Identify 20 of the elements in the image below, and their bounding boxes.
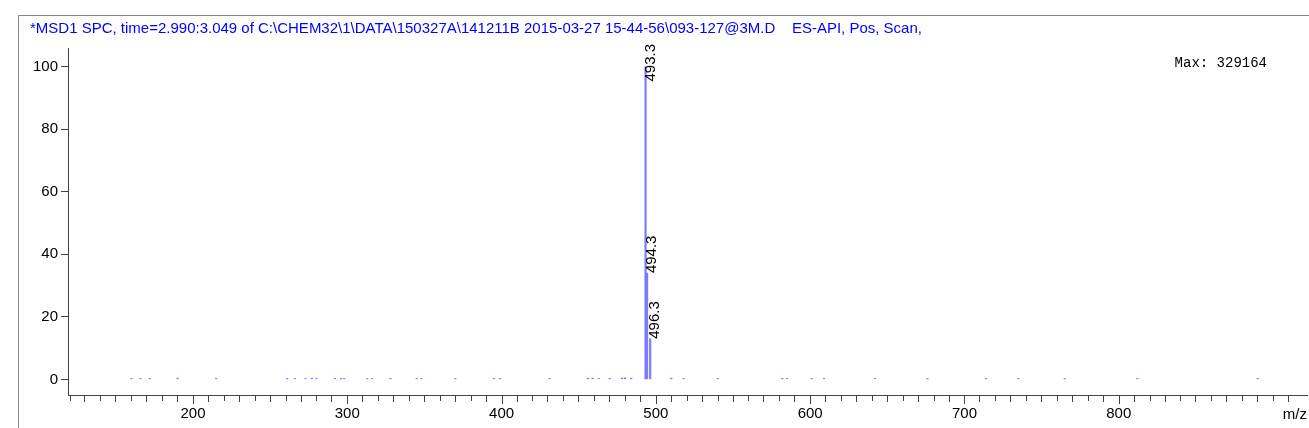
x-tick-label: 600 <box>797 404 823 422</box>
y-tick-label: 20 <box>41 306 59 324</box>
annotation: Max: 329164 <box>1174 54 1267 71</box>
x-tick-label: 300 <box>334 404 360 422</box>
y-tick-label: 60 <box>41 181 59 199</box>
x-tick-label: 200 <box>180 404 206 422</box>
x-tick-label: 500 <box>643 404 669 422</box>
y-tick-label: 100 <box>33 56 59 74</box>
annotation: 494.3 <box>642 235 660 274</box>
annotation: 496.3 <box>645 301 663 339</box>
y-tick-label: 0 <box>49 369 59 387</box>
bar <box>644 66 647 380</box>
x-tick-label: 700 <box>951 404 977 422</box>
annotation: 493.3 <box>640 43 658 82</box>
x-tick-label: 400 <box>489 404 515 422</box>
chart-title: *MSD1 SPC, time=2.990:3.049 of C:\CHEM32\1\DATA\150327A\141211B 2015-03-27 15-44-56\093-127@3M.D ES-API, Pos, Scan, <box>30 19 922 37</box>
y-tick-label: 40 <box>41 244 59 262</box>
x-axis-title: m/z <box>1282 404 1307 422</box>
x-tick-label: 800 <box>1106 404 1132 422</box>
y-tick-label: 80 <box>41 119 59 137</box>
